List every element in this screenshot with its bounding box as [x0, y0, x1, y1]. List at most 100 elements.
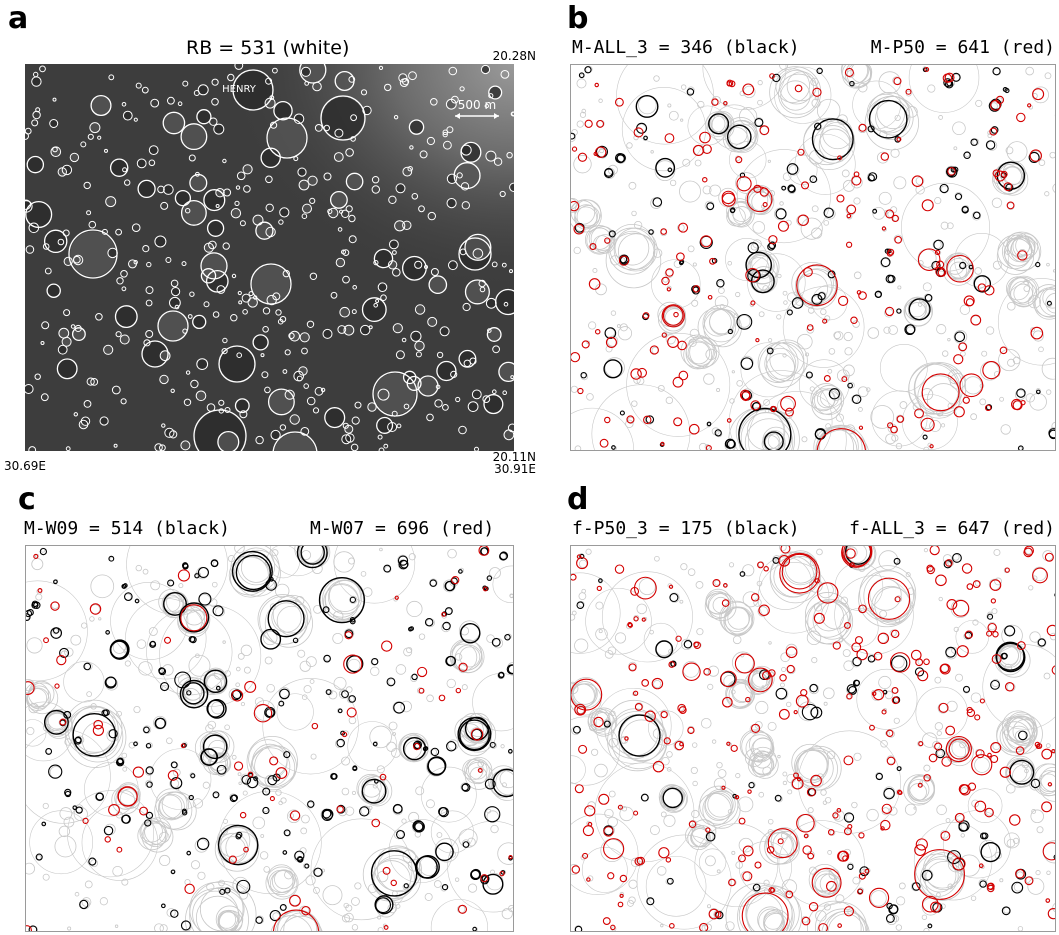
black-crater-circle — [186, 690, 192, 696]
red-crater-circle — [634, 703, 643, 711]
reference-crater-circle — [264, 97, 276, 109]
reference-crater-circle — [279, 207, 290, 218]
red-crater-circle — [987, 752, 992, 758]
red-crater-circle — [953, 354, 964, 365]
background-detection-circle — [1007, 717, 1036, 745]
background-detection-circle — [581, 108, 587, 114]
background-detection-circle — [1030, 809, 1045, 824]
background-detection-circle — [736, 380, 743, 387]
red-crater-circle — [823, 375, 831, 382]
background-detection-circle — [767, 159, 771, 163]
black-crater-circle — [985, 404, 993, 411]
reference-crater-circle — [371, 185, 380, 194]
background-detection-circle — [1052, 903, 1055, 913]
reference-crater-circle — [196, 358, 209, 371]
red-crater-circle — [917, 248, 941, 271]
black-crater-circle — [786, 309, 793, 316]
background-detection-circle — [250, 745, 296, 791]
background-detection-circle — [820, 789, 827, 796]
red-crater-circle — [769, 73, 775, 79]
red-crater-circle — [678, 222, 689, 233]
background-detection-circle — [354, 882, 362, 890]
background-detection-circle — [1028, 585, 1034, 591]
background-detection-circle — [726, 206, 746, 227]
background-detection-circle — [687, 568, 696, 576]
background-detection-circle — [823, 687, 835, 700]
black-crater-circle — [203, 669, 228, 694]
red-crater-circle — [451, 575, 460, 585]
black-crater-circle — [954, 331, 966, 343]
red-crater-circle — [846, 204, 857, 215]
background-detection-circle — [489, 567, 501, 579]
reference-crater-circle — [337, 325, 347, 334]
red-crater-circle — [822, 318, 828, 324]
black-crater-circle — [955, 193, 963, 201]
background-detection-circle — [601, 571, 693, 663]
background-detection-circle — [974, 267, 982, 275]
black-crater-circle — [1001, 906, 1011, 916]
reference-crater-circle — [169, 296, 181, 309]
background-detection-circle — [725, 921, 735, 931]
black-crater-circle — [655, 157, 676, 178]
black-crater-circle — [946, 79, 954, 87]
background-detection-circle — [894, 114, 901, 122]
reference-crater-circle — [362, 105, 372, 116]
red-crater-circle — [938, 702, 949, 713]
background-detection-circle — [843, 331, 853, 342]
reference-crater-circle — [384, 83, 392, 92]
red-crater-circle — [914, 849, 965, 900]
background-detection-circle — [963, 632, 971, 640]
red-crater-circle — [637, 367, 648, 378]
red-crater-circle — [167, 770, 179, 781]
reference-crater-circle — [215, 188, 225, 198]
background-detection-circle — [486, 810, 499, 823]
black-crater-circle — [611, 445, 616, 450]
red-crater-circle — [857, 888, 864, 895]
reference-crater-circle — [39, 65, 46, 73]
black-crater-circle — [945, 646, 957, 658]
background-detection-circle — [687, 341, 711, 365]
background-detection-circle — [591, 748, 599, 756]
red-crater-circle — [457, 904, 468, 914]
background-detection-circle — [780, 80, 811, 111]
red-crater-circle — [1004, 567, 1010, 573]
reference-crater-circle — [459, 86, 465, 92]
background-detection-circle — [974, 757, 990, 773]
background-detection-circle — [692, 262, 697, 267]
background-detection-circle — [823, 903, 831, 911]
red-crater-circle — [742, 845, 754, 857]
reference-crater-circle — [448, 260, 458, 271]
background-detection-circle — [716, 869, 721, 874]
background-detection-circle — [731, 680, 754, 702]
background-detection-circle — [725, 882, 793, 931]
reference-crater-circle — [378, 447, 385, 451]
background-detection-circle — [679, 180, 701, 203]
red-crater-circle — [709, 257, 716, 265]
background-detection-circle — [677, 223, 685, 232]
black-crater-circle — [914, 667, 925, 677]
background-detection-circle — [42, 802, 49, 810]
background-detection-circle — [660, 784, 685, 810]
black-crater-circle — [262, 787, 271, 796]
red-crater-circle — [952, 599, 970, 617]
red-crater-circle — [499, 870, 505, 877]
red-crater-circle — [850, 316, 858, 325]
reference-crater-circle — [301, 213, 308, 219]
black-crater-circle — [492, 768, 513, 798]
reference-crater-circle — [163, 184, 174, 195]
background-detection-circle — [272, 912, 281, 921]
black-crater-circle — [231, 794, 239, 802]
background-detection-circle — [960, 833, 965, 838]
background-detection-circle — [1046, 870, 1051, 875]
black-crater-circle — [231, 550, 273, 592]
background-detection-circle — [1012, 837, 1020, 844]
background-detection-circle — [89, 616, 95, 622]
red-crater-circle — [269, 756, 279, 766]
black-crater-circle — [810, 706, 823, 719]
red-crater-circle — [858, 604, 867, 614]
background-detection-circle — [744, 671, 769, 696]
black-crater-circle — [283, 829, 291, 837]
reference-crater-circle — [95, 313, 103, 321]
black-crater-circle — [1028, 151, 1040, 163]
black-crater-circle — [145, 743, 152, 749]
